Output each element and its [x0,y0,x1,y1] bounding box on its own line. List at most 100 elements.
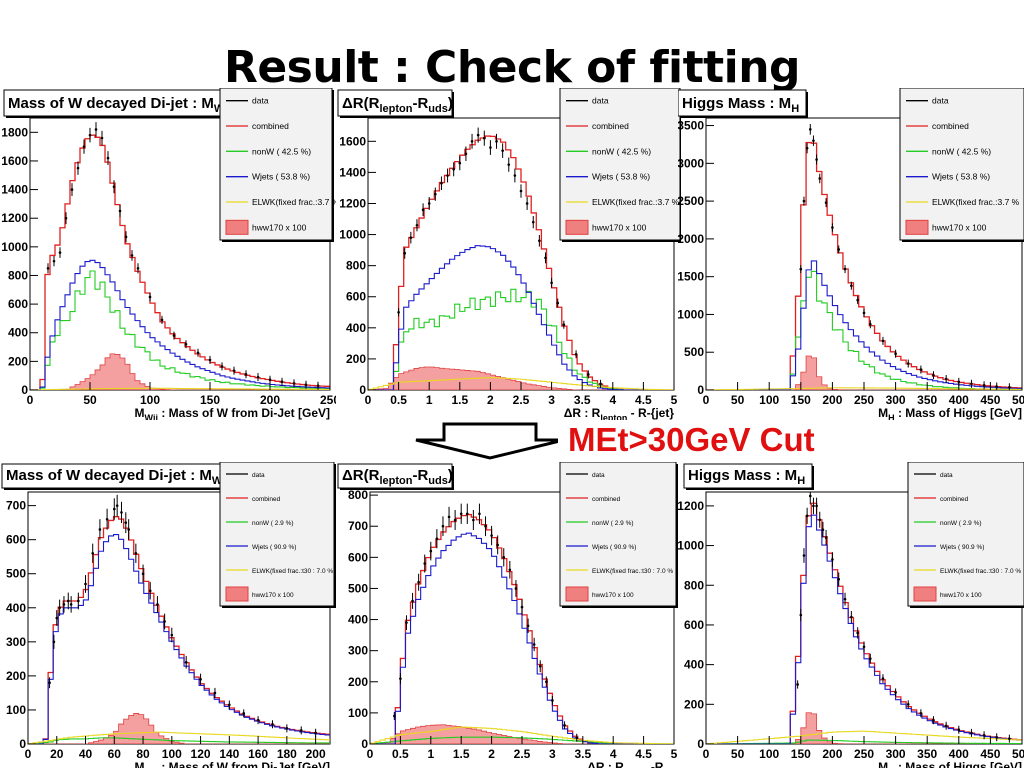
legend-item-hww: hww170 x 100 [565,219,647,235]
y-tick-label: 400 [6,601,26,615]
x-tick-label: 5 [671,747,678,761]
y-tick-label: 2000 [678,232,704,246]
data-marker [799,267,803,271]
data-marker [906,703,910,706]
legend-label: data [252,472,265,479]
y-tick-label: 1200 [339,196,366,210]
y-tick-label: 300 [348,644,368,658]
data-marker [982,733,986,737]
data-marker [417,580,420,584]
x-tick-label: 500 [1012,747,1024,761]
series-elwk [370,726,674,744]
y-tick-label: 400 [346,321,366,335]
legend-label: ELWK(fixed frac.:3.7 % [592,197,680,207]
series-elwk [30,387,330,390]
data-marker [550,281,553,285]
data-marker [815,158,818,161]
data-marker [160,318,164,322]
data-marker [208,358,212,362]
legend: data combined nonW ( 42.5 %) Wjets ( 53.8 %… [559,88,681,242]
x-axis-label: MWjj : Mass of W from Di-Jet [GeV] [134,406,330,420]
legend: data combined nonW ( 2.9 %) Wjets ( 90.9 %)… [907,462,1024,608]
legend-item-combined: combined [566,121,629,131]
data-marker [55,616,59,620]
x-tick-label: 50 [731,747,745,761]
data-marker [556,301,560,305]
data-marker [812,139,815,142]
x-axis-label: ΔR : Rlepton-Rjet [587,760,674,768]
y-tick-label: 0 [361,737,368,751]
x-tick-label: 0 [703,747,710,761]
chart-title-text: Higgs Mass : MH [682,95,799,115]
data-marker [427,202,431,205]
data-marker [575,736,579,740]
legend-item-wjets: Wjets ( 53.8 %) [906,172,990,182]
data-marker [46,267,50,270]
y-tick-label: 2500 [678,194,704,208]
data-marker [1008,385,1011,389]
data-marker [453,518,457,522]
data-marker [513,174,517,177]
data-marker [957,728,961,732]
y-tick-label: 1500 [678,270,704,284]
data-marker [58,606,61,610]
x-tick-label: 50 [731,393,745,407]
x-tick-label: 4.5 [635,393,652,407]
legend-label: ELWK(fixed frac.:3.7 % [252,197,336,207]
data-marker [944,724,948,728]
legend-item-combined: combined [914,496,969,503]
x-tick-label: 40 [79,747,93,761]
legend-item-wjets: Wjets ( 53.8 %) [566,172,650,182]
y-tick-label: 800 [684,578,704,592]
chart-dr-after: 0 100 200 300 400 500 600 700 800 0 0.5 1 1.5 2 2.5 3 3.… [337,462,678,768]
data-marker [115,504,119,507]
data-marker [316,384,320,388]
data-marker [184,342,188,346]
y-tick-label: 1000 [678,307,704,321]
data-marker [520,605,524,609]
x-tick-label: 250 [854,747,874,761]
data-marker [280,380,284,383]
data-marker [808,494,812,498]
data-marker [435,537,439,540]
legend-label: hww170 x 100 [592,222,647,232]
x-tick-label: 3.5 [574,747,591,761]
chart-title: Mass of W decayed Di-jet : MWjj [3,89,230,118]
data-marker [970,731,973,735]
data-marker [507,163,511,166]
y-axis: 0 100 200 300 400 500 600 700 [6,499,36,751]
data-marker [405,621,408,624]
x-tick-label: 250 [320,393,336,407]
legend-label: Wjets ( 90.9 %) [592,544,636,551]
legend-item-wjets: Wjets ( 90.9 %) [566,544,636,551]
y-tick-label: 3500 [678,119,704,133]
x-tick-label: 2.5 [513,393,530,407]
data-marker [52,640,56,644]
x-tick-label: 450 [980,747,1000,761]
legend-label: Wjets ( 90.9 %) [940,544,984,551]
data-marker [495,140,498,143]
data-marker [802,199,806,203]
legend-label: data [932,96,949,106]
cut-label: MEt>30GeV Cut [568,421,815,458]
x-tick-label: 50 [83,393,97,407]
chart-mwjj-before: 0 200 400 600 800 1000 1200 1400 1600 1800 0 50 100 1… [1,88,336,420]
x-tick-label: 1 [426,393,433,407]
y-tick-label: 3000 [678,156,704,170]
x-tick-label: 400 [949,393,969,407]
data-marker [805,146,809,150]
data-marker [409,236,413,239]
legend-label: nonW ( 42.5 %) [592,146,651,156]
x-tick-label: 350 [917,393,937,407]
series-nonw [30,270,330,390]
y-tick-label: 1600 [1,154,28,168]
x-tick-label: 160 [248,747,268,761]
series-data [397,127,602,388]
data-marker [995,735,999,739]
x-tick-label: 150 [791,393,811,407]
series-data [46,122,320,390]
data-marker [271,722,274,726]
legend-item-hww: hww170 x 100 [905,219,987,235]
x-tick-label: 4 [609,393,616,407]
data-marker [62,603,66,606]
